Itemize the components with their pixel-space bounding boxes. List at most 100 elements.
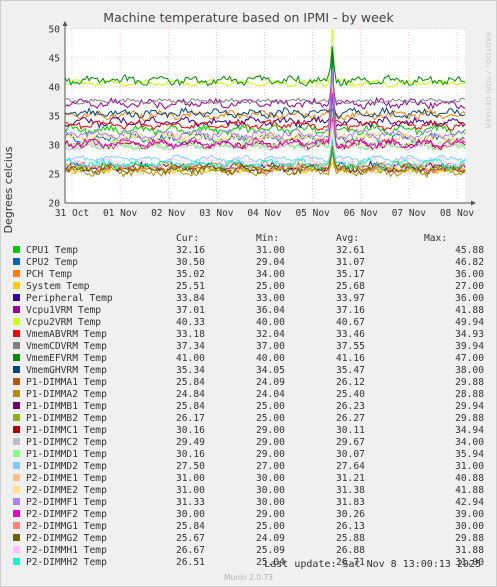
x-tick-label: 03 Nov (199, 208, 234, 219)
legend-cur-value: 24.84 (176, 389, 205, 400)
legend-avg-value: 31.83 (336, 497, 365, 508)
legend-series-name: P1-DIMMD1 Temp (26, 449, 107, 460)
legend-row: P1-DIMMD2 Temp 27.50 27.00 27.64 31.00 (10, 461, 484, 473)
legend-row: P1-DIMMC1 Temp 30.16 29.00 30.11 34.94 (10, 425, 484, 437)
legend-swatch (13, 558, 20, 565)
legend-min-value: 32.04 (256, 329, 285, 340)
legend-row: Vcpu1VRM Temp 37.01 36.04 37.16 41.88 (10, 305, 484, 317)
legend-row: P2-DIMMF1 Temp 31.33 30.00 31.83 42.94 (10, 497, 484, 509)
legend-cur-value: 33.84 (176, 293, 205, 304)
legend-avg-value: 26.27 (336, 413, 365, 424)
legend-avg-value: 31.21 (336, 473, 365, 484)
legend-series-name: CPU1 Temp (26, 245, 78, 256)
y-tick-label: 20 (49, 199, 61, 210)
legend-swatch (13, 498, 20, 505)
legend-series-name: P2-DIMMG2 Temp (26, 533, 107, 544)
legend-max-value: 27.00 (455, 281, 484, 292)
series-line (64, 29, 466, 88)
legend-swatch (13, 270, 20, 277)
legend-min-value: 31.00 (256, 245, 285, 256)
series-lines (64, 29, 466, 179)
legend-row: PCH Temp 35.02 34.00 35.17 36.00 (10, 269, 484, 281)
legend-max-value: 46.82 (455, 257, 484, 268)
legend-series-name: Peripheral Temp (26, 293, 113, 304)
x-tick-label: 01 Nov (103, 208, 138, 219)
legend-avg-value: 30.26 (336, 509, 365, 520)
legend-avg-value: 25.88 (336, 533, 365, 544)
legend-avg-value: 35.17 (336, 269, 365, 280)
legend-swatch (13, 378, 20, 385)
legend-max-value: 47.00 (455, 353, 484, 364)
axes (62, 21, 476, 206)
legend-avg-value: 25.68 (336, 281, 365, 292)
legend-series-name: P2-DIMMH2 Temp (26, 557, 107, 568)
series-line (64, 144, 466, 174)
series-line (64, 145, 466, 176)
legend-max-value: 29.88 (455, 377, 484, 388)
legend-avg-value: 30.07 (336, 449, 365, 460)
legend-row: Vcpu2VRM Temp 40.33 40.00 40.67 49.94 (10, 317, 484, 329)
legend-min-value: 37.00 (256, 341, 285, 352)
legend-max-value: 36.00 (455, 269, 484, 280)
legend-min-value: 25.04 (256, 557, 285, 568)
legend-min-value: 33.00 (256, 293, 285, 304)
legend-cur-value: 35.34 (176, 365, 205, 376)
legend-series-name: PCH Temp (26, 269, 73, 280)
legend-header-max: Max: (424, 233, 448, 244)
series-line (64, 98, 466, 120)
legend-header-avg: Avg: (336, 233, 360, 244)
legend-max-value: 31.00 (455, 557, 484, 568)
legend-cur-value: 25.51 (176, 281, 205, 292)
legend-min-value: 30.00 (256, 485, 285, 496)
legend-max-value: 39.94 (455, 341, 484, 352)
legend-avg-value: 26.12 (336, 377, 365, 388)
x-tick-label: 04 Nov (247, 208, 282, 219)
legend-max-value: 41.88 (455, 305, 484, 316)
legend-min-value: 25.00 (256, 401, 285, 412)
legend-row: Peripheral Temp 33.84 33.00 33.97 36.00 (10, 293, 484, 305)
legend-row: P2-DIMMG2 Temp 25.67 24.09 25.88 29.88 (10, 533, 484, 545)
legend-avg-value: 40.67 (336, 317, 365, 328)
series-line (64, 114, 466, 132)
munin-version: Munin 2.0.73 (223, 573, 274, 582)
legend-row: P2-DIMME1 Temp 31.00 30.00 31.21 40.88 (10, 473, 484, 485)
legend-cur-value: 25.84 (176, 377, 205, 388)
legend-avg-value: 29.67 (336, 437, 365, 448)
legend-series-name: VmemCDVRM Temp (26, 341, 107, 352)
legend-cur-value: 26.67 (176, 545, 205, 556)
x-axis-arrow (471, 200, 476, 206)
legend-avg-value: 37.55 (336, 341, 365, 352)
legend-min-value: 29.00 (256, 437, 285, 448)
y-tick-label: 50 (49, 25, 61, 36)
legend-min-value: 34.05 (256, 365, 285, 376)
legend-cur-value: 25.84 (176, 401, 205, 412)
legend-header-row: Cur: Min: Avg: Max: (10, 233, 484, 245)
series-line (64, 52, 466, 137)
legend-max-value: 35.94 (455, 449, 484, 460)
legend-max-value: 42.94 (455, 497, 484, 508)
legend-cur-value: 32.16 (176, 245, 205, 256)
legend-series-name: P2-DIMMG1 Temp (26, 521, 107, 532)
legend-series-name: VmemGHVRM Temp (26, 365, 107, 376)
legend-row: CPU1 Temp 32.16 31.00 32.61 45.88 (10, 245, 484, 257)
legend-max-value: 39.00 (455, 509, 484, 520)
y-tick-label: 40 (49, 83, 61, 94)
series-line (64, 121, 466, 152)
y-tick-label: 25 (49, 170, 60, 181)
legend-max-value: 29.94 (455, 401, 484, 412)
legend-max-value: 34.94 (455, 425, 484, 436)
legend-avg-value: 26.71 (336, 557, 365, 568)
x-tick-label: 08 Nov (440, 208, 475, 219)
legend-swatch (13, 294, 20, 301)
legend-cur-value: 30.16 (176, 449, 205, 460)
legend-avg-value: 41.16 (336, 353, 365, 364)
legend-min-value: 40.00 (256, 353, 285, 364)
legend-series-name: P1-DIMMB1 Temp (26, 401, 107, 412)
x-tick-label: 07 Nov (392, 208, 427, 219)
legend-swatch (13, 306, 20, 313)
series-line (64, 69, 466, 141)
legend-cur-value: 41.00 (176, 353, 205, 364)
legend-swatch (13, 510, 20, 517)
plot-area: 20 25 30 35 40 45 50 31 Oct 01 Nov 02 Nov 03 Nov 04… (49, 21, 476, 219)
series-line (64, 139, 466, 163)
